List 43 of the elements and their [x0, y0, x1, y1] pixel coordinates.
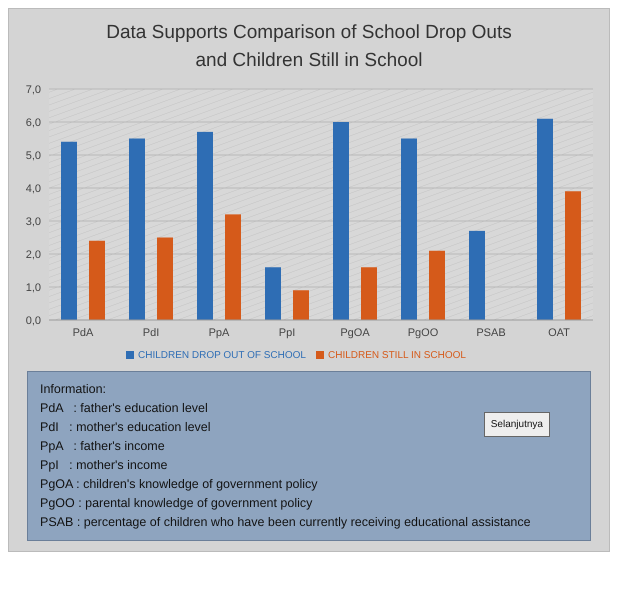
bar [401, 138, 417, 320]
chart-title: Data Supports Comparison of School Drop Outs and Children Still in School [105, 21, 513, 73]
x-tick-label: PpA [208, 326, 230, 339]
bar [197, 132, 213, 320]
bar [225, 214, 241, 320]
legend-label: CHILDREN DROP OUT OF SCHOOL [138, 350, 306, 361]
bar [537, 118, 553, 320]
text: PSAB : percentage of children who have been currently receiving educational assistance [40, 514, 532, 531]
text: PpA : father's income [40, 438, 166, 455]
y-tick-label: 2,0 [26, 248, 41, 261]
bar [333, 122, 349, 320]
text: PdA : father's education level [40, 400, 209, 417]
x-tick-label: PdA [72, 326, 94, 339]
bar [129, 138, 145, 320]
x-tick-label: PgOA [340, 326, 370, 339]
text: Selanjutnya [484, 412, 550, 437]
text: PgOO : parental knowledge of government policy [40, 495, 314, 512]
x-tick-label: PSAB [476, 326, 506, 339]
bar [361, 267, 377, 320]
text: PdI : mother's education level [40, 420, 211, 434]
y-tick-label: 0,0 [26, 314, 41, 327]
y-tick-label: 4,0 [26, 182, 41, 195]
x-tick-label: PdI [142, 326, 160, 339]
x-tick-label: PpI [278, 326, 296, 339]
bar [293, 290, 309, 320]
x-tick-label: OAT [548, 326, 570, 339]
bar [157, 238, 173, 320]
y-tick-label: 7,0 [26, 84, 41, 96]
y-tick-label: 5,0 [26, 150, 41, 162]
bar [429, 250, 445, 320]
legend-label: CHILDREN STILL IN SCHOOL [328, 350, 466, 361]
bar [469, 230, 485, 320]
x-tick-label: PgOO [408, 326, 439, 339]
bar [61, 142, 77, 320]
bar [89, 240, 105, 320]
y-tick-label: 1,0 [26, 282, 41, 294]
y-tick-label: 6,0 [26, 116, 41, 129]
bar [265, 267, 281, 320]
bar [565, 191, 581, 320]
text: Information: [40, 381, 108, 398]
text: PpI : mother's income [40, 457, 168, 474]
y-tick-label: 3,0 [26, 216, 41, 228]
text: PgOA : children's knowledge of government policy [40, 476, 319, 493]
